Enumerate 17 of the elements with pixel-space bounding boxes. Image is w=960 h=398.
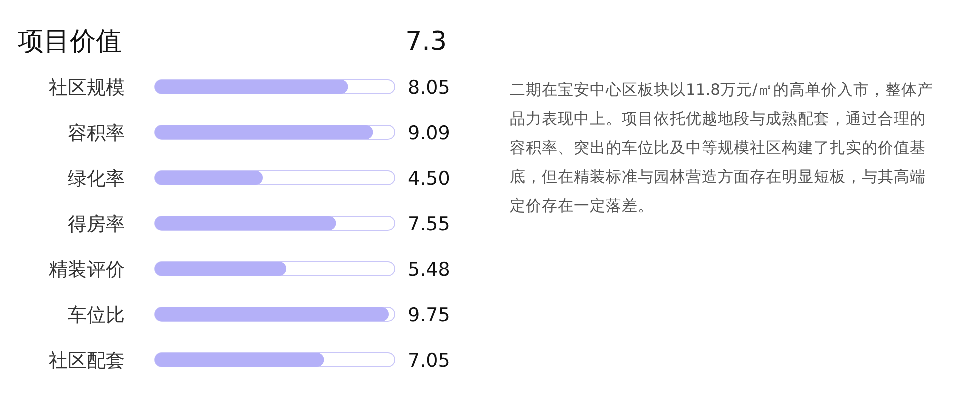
category: 得房率 xyxy=(68,214,125,236)
category: 容积率 xyxy=(68,122,125,144)
text: 二期在宝安中心区板块以11.8万元/㎡的高单价入市，整体产品力表现中上。项目依托优越地段与成熟配套，通过合理的容积率、突出的车位比及中等规模社区构建了扎实的价值基底，但在精装标准与园林营造方面存在明显短板，与其高端定价存在一定落差。 xyxy=(510,80,935,217)
category: 车位比 xyxy=(68,304,125,326)
value-label: 7.05 xyxy=(408,350,450,372)
value-label: 8.05 xyxy=(408,77,450,99)
value-label: 7.55 xyxy=(408,214,450,236)
category: 社区配套 xyxy=(49,350,125,372)
category: 社区规模 xyxy=(49,77,125,99)
title: 项目价值 xyxy=(18,27,122,57)
value-label: 5.48 xyxy=(408,259,450,281)
category: 精装评价 xyxy=(49,259,125,281)
category: 绿化率 xyxy=(68,168,125,190)
value-label: 9.09 xyxy=(408,122,450,144)
score: 7.3 xyxy=(406,27,447,57)
value-label: 9.75 xyxy=(408,304,450,326)
value-label: 4.50 xyxy=(408,168,450,190)
